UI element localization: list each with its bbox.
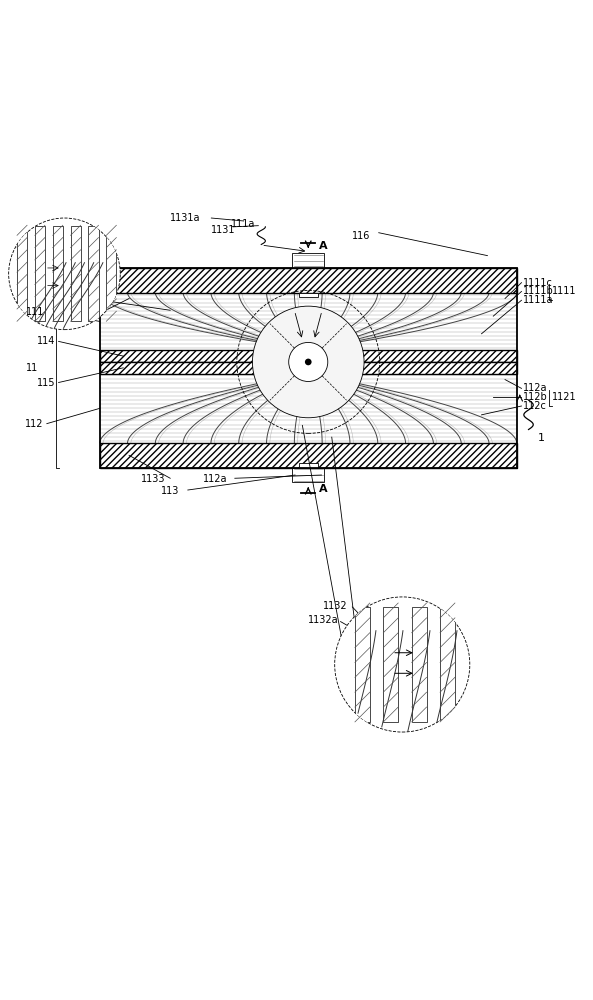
Text: 1111: 1111 xyxy=(552,286,576,296)
Text: 11: 11 xyxy=(25,363,38,373)
Text: 1: 1 xyxy=(537,433,544,443)
Bar xyxy=(412,607,426,722)
Text: 111: 111 xyxy=(25,307,44,317)
Text: 112b: 112b xyxy=(522,392,547,402)
Text: 113: 113 xyxy=(161,486,180,496)
Text: 114: 114 xyxy=(37,336,56,346)
Bar xyxy=(355,607,370,722)
Bar xyxy=(100,374,517,443)
Bar xyxy=(298,293,318,297)
Text: A: A xyxy=(319,484,327,494)
Bar xyxy=(35,226,45,321)
Bar xyxy=(100,268,517,293)
Bar xyxy=(88,226,98,321)
Bar xyxy=(71,226,81,321)
Bar xyxy=(53,226,63,321)
Text: 112a: 112a xyxy=(522,383,547,393)
Text: 1132: 1132 xyxy=(323,601,347,611)
Text: 1131: 1131 xyxy=(211,225,236,235)
Circle shape xyxy=(334,597,470,732)
Text: 1131a: 1131a xyxy=(170,213,200,223)
Text: 112c: 112c xyxy=(522,401,547,411)
Circle shape xyxy=(9,218,120,330)
Text: 111a: 111a xyxy=(231,219,256,229)
Bar xyxy=(100,362,517,374)
Bar xyxy=(17,226,27,321)
Bar xyxy=(292,253,324,268)
Text: 1133: 1133 xyxy=(141,474,165,484)
Bar xyxy=(100,350,517,362)
Text: 115: 115 xyxy=(37,378,56,388)
Circle shape xyxy=(253,306,364,418)
Text: 1111b: 1111b xyxy=(522,286,553,296)
Text: 1132a: 1132a xyxy=(308,615,339,625)
Bar xyxy=(440,607,455,722)
Text: 1121: 1121 xyxy=(552,392,576,402)
Circle shape xyxy=(305,359,311,365)
Bar xyxy=(292,468,324,482)
Bar xyxy=(100,268,517,468)
Text: 112: 112 xyxy=(25,419,44,429)
Text: 1111a: 1111a xyxy=(522,295,553,305)
Bar xyxy=(106,226,116,321)
Text: 1111c: 1111c xyxy=(522,278,553,288)
Text: A: A xyxy=(319,241,327,251)
Text: 112a: 112a xyxy=(202,474,227,484)
Circle shape xyxy=(289,342,328,381)
Bar xyxy=(298,463,318,468)
Bar xyxy=(100,443,517,468)
Text: 116: 116 xyxy=(352,231,371,241)
Bar xyxy=(383,607,398,722)
Bar xyxy=(100,293,517,350)
